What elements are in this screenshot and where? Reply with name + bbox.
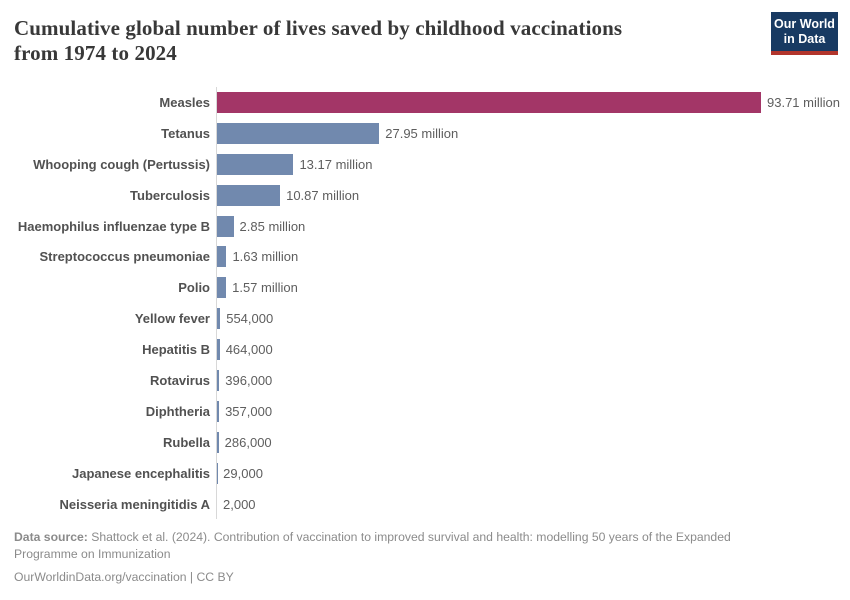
value-label: 10.87 million <box>286 187 360 203</box>
category-label: Whooping cough (Pertussis) <box>33 156 210 172</box>
owid-logo: Our World in Data <box>771 12 838 55</box>
bar <box>217 431 219 453</box>
plot-area: 554,000 <box>216 303 836 335</box>
bar <box>217 122 380 144</box>
value-label: 13.17 million <box>299 156 373 172</box>
value-label: 554,000 <box>226 311 274 327</box>
value-label: 286,000 <box>224 434 272 450</box>
bar-row: Neisseria meningitidis A 2,000 <box>14 488 836 520</box>
category-label: Diphtheria <box>145 403 210 419</box>
plot-area: 93.71 million <box>216 87 840 118</box>
category-label: Polio <box>178 280 210 296</box>
bar-row: Yellow fever 554,000 <box>14 303 836 335</box>
category-label: Measles <box>159 94 210 110</box>
plot-area: 286,000 <box>216 426 836 458</box>
plot-area: 1.63 million <box>216 241 836 273</box>
bar <box>217 153 294 175</box>
value-label: 2.85 million <box>239 218 306 234</box>
bar <box>217 184 281 206</box>
bar-row: Japanese encephalitis 29,000 <box>14 457 836 489</box>
plot-area: 396,000 <box>216 365 836 396</box>
value-label: 396,000 <box>225 372 273 388</box>
chart-title: Cumulative global number of lives saved … <box>14 16 836 66</box>
data-source-label: Data source: <box>14 530 88 545</box>
category-label: Neisseria meningitidis A <box>59 496 210 512</box>
plot-area: 10.87 million <box>216 179 836 211</box>
bar-row: Diphtheria 357,000 <box>14 395 836 427</box>
bar-row: Tetanus 27.95 million <box>14 117 836 149</box>
data-source-text: Shattock et al. (2024). Contribution of … <box>14 530 731 561</box>
owid-logo-text-line1: Our World <box>774 17 835 31</box>
bar-row: Rotavirus 396,000 <box>14 365 836 396</box>
bar-chart-rows: Measles 93.71 million Tetanus 27.95 million… <box>14 87 840 520</box>
bar <box>217 339 220 361</box>
bar-chart: Measles 93.71 million Tetanus 27.95 million… <box>14 87 840 520</box>
bar-row: Streptococcus pneumoniae 1.63 million <box>14 241 836 273</box>
plot-area: 2.85 million <box>216 210 836 242</box>
value-label: 464,000 <box>225 342 273 358</box>
category-label: Streptococcus pneumoniae <box>39 249 210 265</box>
plot-area: 29,000 <box>216 457 836 489</box>
category-label: Haemophilus influenzae type B <box>17 218 210 234</box>
bar <box>217 308 221 330</box>
value-label: 1.57 million <box>232 280 298 296</box>
bar-row: Measles 93.71 million <box>14 87 840 118</box>
plot-area: 1.57 million <box>216 272 836 304</box>
bar <box>217 277 227 299</box>
bar-row: Hepatitis B 464,000 <box>14 334 836 366</box>
category-label: Yellow fever <box>134 311 210 327</box>
category-label: Rubella <box>163 434 210 450</box>
plot-area: 13.17 million <box>216 148 836 180</box>
category-label: Tuberculosis <box>130 187 210 203</box>
plot-area: 27.95 million <box>216 117 836 149</box>
bar-row: Rubella 286,000 <box>14 426 836 458</box>
bar <box>217 369 220 391</box>
value-label: 27.95 million <box>385 125 459 141</box>
bar <box>217 91 761 113</box>
category-label: Tetanus <box>161 125 210 141</box>
value-label: 357,000 <box>225 403 273 419</box>
chart-title-line2: from 1974 to 2024 <box>14 41 177 65</box>
bar-row: Tuberculosis 10.87 million <box>14 179 836 211</box>
chart-footer: Data source: Shattock et al. (2024). Con… <box>14 529 792 586</box>
data-source-line: Data source: Shattock et al. (2024). Con… <box>14 529 792 562</box>
value-label: 2,000 <box>223 496 256 512</box>
bar <box>217 400 220 422</box>
value-label: 93.71 million <box>767 94 840 110</box>
bar <box>217 215 234 237</box>
value-label: 1.63 million <box>232 249 299 265</box>
bar <box>217 246 227 268</box>
category-label: Hepatitis B <box>142 342 210 358</box>
owid-logo-text-line2: in Data <box>783 32 826 46</box>
plot-area: 357,000 <box>216 395 836 427</box>
license-line: OurWorldinData.org/vaccination | CC BY <box>14 570 234 585</box>
plot-area: 2,000 <box>216 488 836 520</box>
category-label: Japanese encephalitis <box>71 465 210 481</box>
value-label: 29,000 <box>223 465 263 481</box>
bar-row: Whooping cough (Pertussis) 13.17 million <box>14 148 836 180</box>
category-label: Rotavirus <box>150 372 210 388</box>
bar-row: Polio 1.57 million <box>14 272 836 304</box>
chart-title-line1: Cumulative global number of lives saved … <box>14 16 623 40</box>
owid-logo-stripe <box>771 51 838 55</box>
plot-area: 464,000 <box>216 334 836 366</box>
bar-row: Haemophilus influenzae type B 2.85 millio… <box>14 210 836 242</box>
